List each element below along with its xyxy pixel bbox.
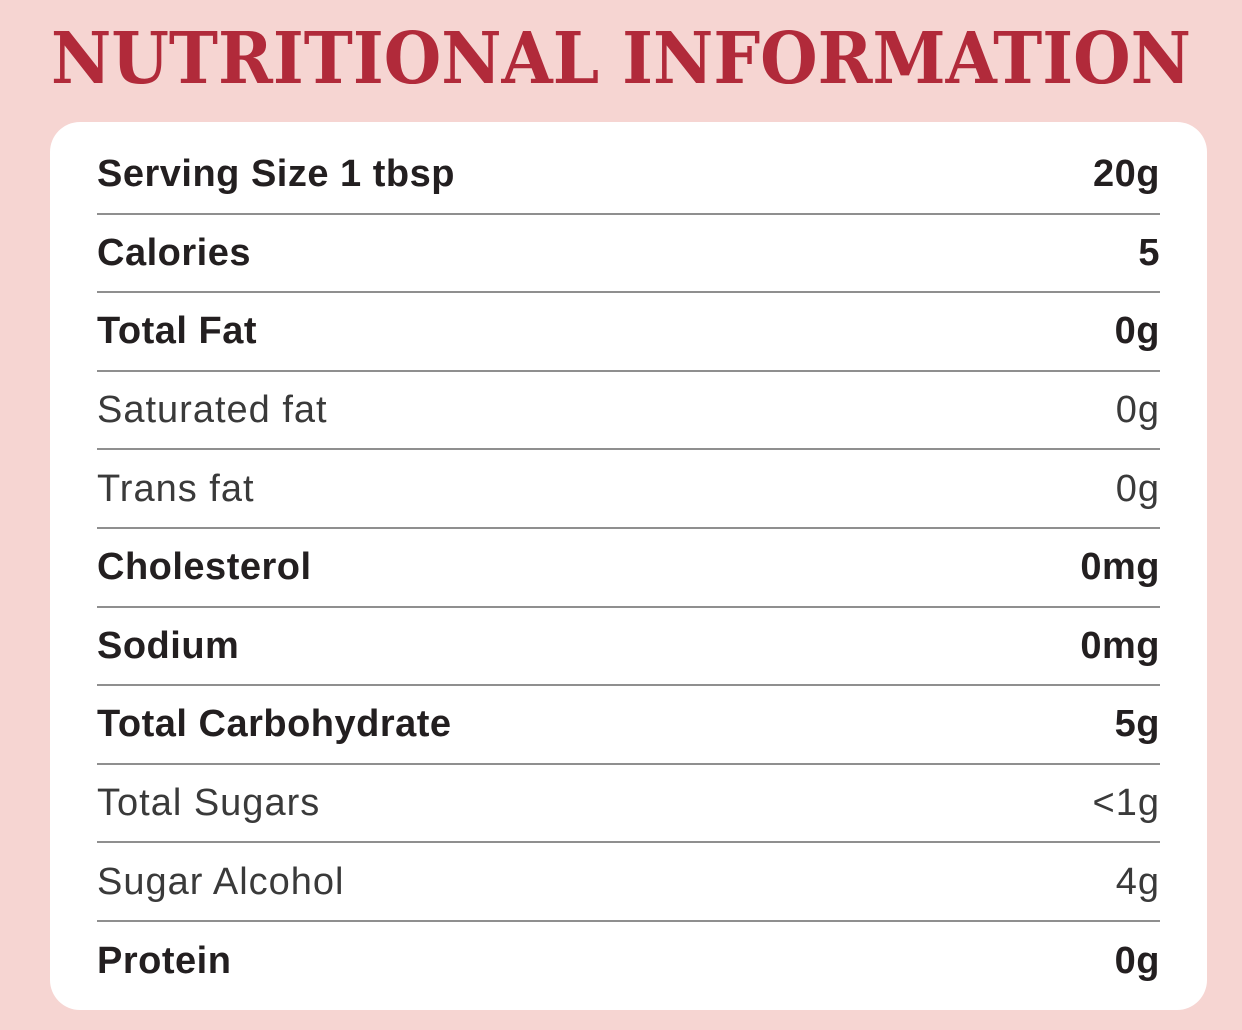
- row-label: Calories: [97, 231, 251, 274]
- row-label: Sodium: [97, 624, 240, 667]
- table-row: Sodium 0mg: [97, 608, 1160, 687]
- row-value: <1g: [1092, 782, 1160, 825]
- row-value: 20g: [1093, 153, 1160, 196]
- row-value: 0mg: [1080, 624, 1160, 667]
- row-label: Protein: [97, 940, 232, 983]
- row-label: Serving Size 1 tbsp: [97, 153, 455, 196]
- row-label: Total Fat: [97, 310, 258, 353]
- table-row: Total Carbohydrate 5g: [97, 686, 1160, 765]
- table-row: Protein 0g: [97, 922, 1160, 1001]
- row-label: Cholesterol: [97, 546, 312, 589]
- row-value: 0g: [1114, 310, 1160, 353]
- table-row: Saturated fat 0g: [97, 372, 1160, 451]
- page-title: NUTRITIONAL INFORMATION: [51, 16, 1191, 101]
- row-label: Saturated fat: [97, 389, 328, 432]
- row-value: 0g: [1115, 467, 1160, 510]
- table-row: Cholesterol 0mg: [97, 529, 1160, 608]
- row-value: 0mg: [1080, 546, 1160, 589]
- table-row: Trans fat 0g: [97, 450, 1160, 529]
- row-label: Total Carbohydrate: [97, 703, 452, 746]
- row-value: 0g: [1115, 389, 1160, 432]
- row-value: 5: [1138, 231, 1160, 274]
- table-row: Total Fat 0g: [97, 293, 1160, 372]
- table-row: Calories 5: [97, 215, 1160, 294]
- row-value: 4g: [1115, 860, 1160, 903]
- row-value: 0g: [1114, 940, 1160, 983]
- row-label: Sugar Alcohol: [97, 860, 345, 903]
- row-label: Total Sugars: [97, 782, 321, 825]
- nutrition-card: Serving Size 1 tbsp 20g Calories 5 Total Fat…: [50, 122, 1207, 1010]
- row-label: Trans fat: [97, 467, 255, 510]
- table-row: Total Sugars <1g: [97, 765, 1160, 844]
- nutrition-table: Serving Size 1 tbsp 20g Calories 5 Total Fat…: [97, 136, 1160, 1001]
- table-row: Sugar Alcohol 4g: [97, 843, 1160, 922]
- row-value: 5g: [1114, 703, 1160, 746]
- table-row: Serving Size 1 tbsp 20g: [97, 136, 1160, 215]
